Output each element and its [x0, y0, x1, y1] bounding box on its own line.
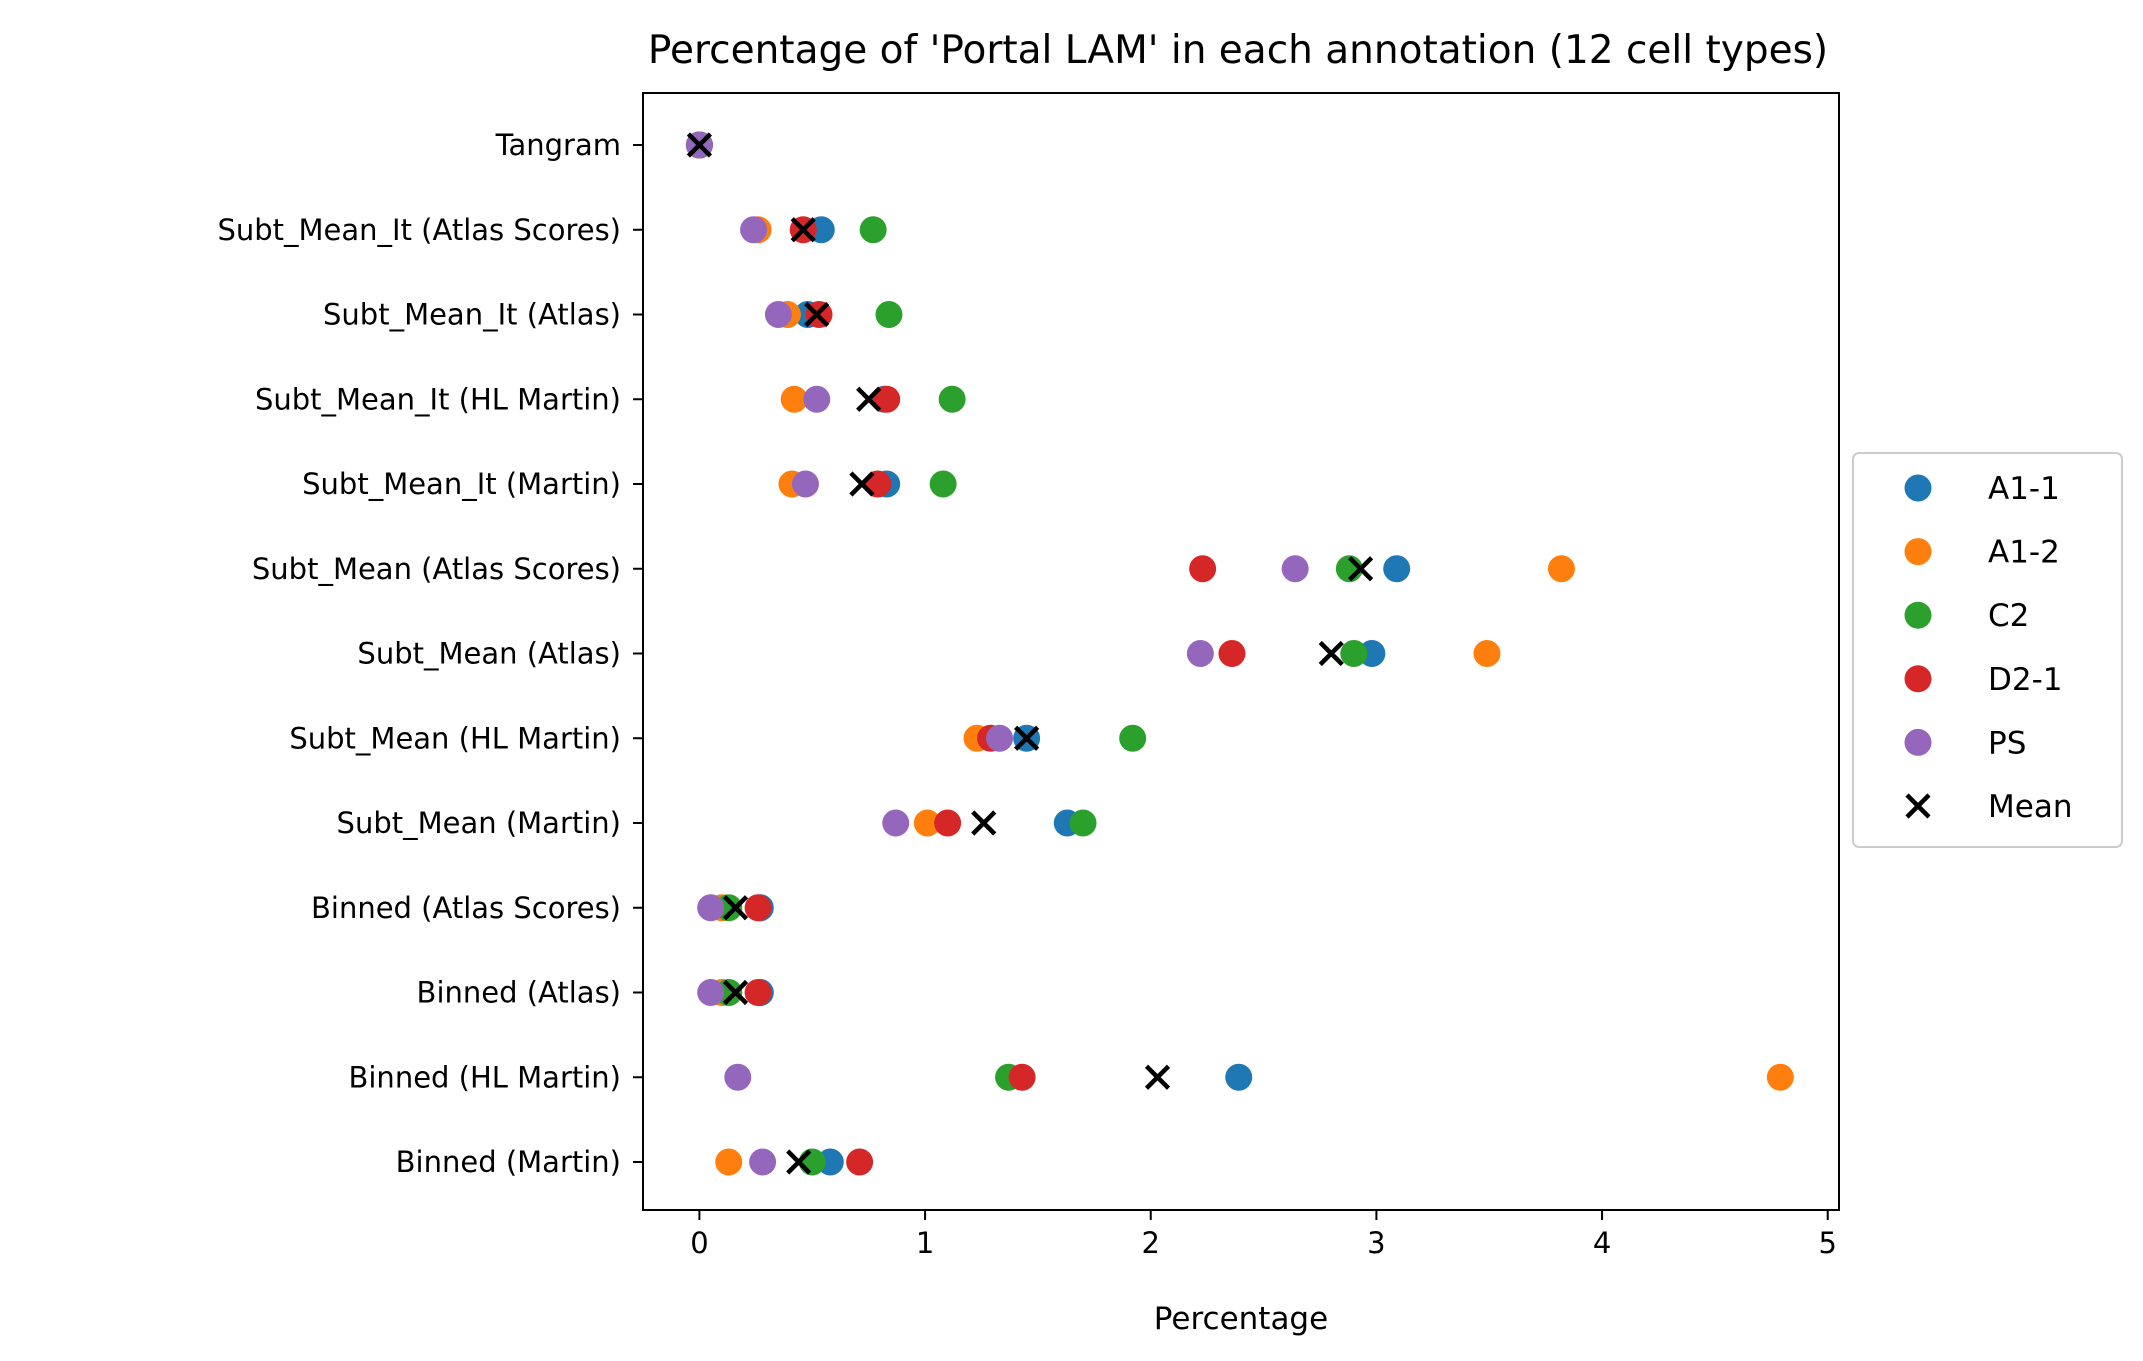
mean-marker	[786, 1149, 812, 1175]
y-tick-label: Binned (Martin)	[396, 1145, 621, 1179]
data-point	[1186, 640, 1214, 667]
legend: A1-1 A1-2 C2 D2-1 PS Mean	[1852, 452, 2123, 848]
data-point	[1766, 1063, 1794, 1091]
data-point	[1281, 555, 1309, 583]
data-point	[803, 385, 831, 413]
data-point	[929, 470, 957, 498]
mean-marker	[722, 979, 749, 1006]
y-tick-label: Subt_Mean_It (Atlas Scores)	[217, 213, 621, 247]
data-point	[1225, 1063, 1253, 1091]
y-tick-label: Binned (Atlas)	[417, 976, 621, 1010]
data-point	[780, 385, 808, 413]
x-tick-label: 0	[690, 1226, 708, 1260]
legend-label: Mean	[1988, 789, 2072, 825]
data-point	[1069, 809, 1097, 837]
mean-marker	[971, 810, 997, 836]
data-point	[1119, 724, 1147, 752]
mean-marker	[1318, 640, 1344, 667]
mean-marker	[722, 895, 749, 921]
mean-marker	[686, 132, 713, 158]
legend-label: A1-1	[1988, 471, 2060, 507]
y-axis-ticks: Tangram Subt_Mean_It (Atlas Scores) Subt_M…	[217, 128, 643, 1179]
legend-label: D2-1	[1988, 662, 2063, 698]
data-point	[913, 809, 941, 837]
data-point	[859, 216, 887, 244]
y-tick-label: Subt_Mean (Atlas Scores)	[252, 552, 621, 586]
x-tick-label: 3	[1367, 1226, 1385, 1260]
data-point	[764, 301, 792, 328]
mean-marker	[1014, 725, 1040, 751]
legend-label: PS	[1988, 725, 2026, 761]
data-point	[724, 1063, 752, 1091]
series-mean	[686, 132, 1374, 1175]
data-point	[873, 385, 901, 413]
legend-marker	[1904, 474, 1932, 502]
y-tick-label: Subt_Mean (Atlas)	[357, 637, 621, 671]
data-point	[798, 1148, 826, 1176]
y-tick-label: Subt_Mean_It (Martin)	[302, 467, 621, 501]
mean-marker	[849, 471, 875, 497]
mean-marker	[1144, 1064, 1171, 1090]
data-point	[697, 979, 725, 1006]
legend-marker	[1904, 728, 1932, 756]
x-tick-label: 1	[916, 1226, 934, 1260]
data-point	[882, 809, 910, 837]
legend-marker	[1904, 665, 1932, 693]
x-axis-ticks: 0 1 2 3 4 5	[690, 1210, 1837, 1260]
data-point	[791, 470, 819, 498]
legend-frame	[1852, 452, 2123, 848]
data-point	[744, 894, 772, 922]
y-tick-label: Tangram	[495, 128, 621, 162]
y-tick-label: Binned (HL Martin)	[348, 1060, 621, 1094]
x-axis-title: Percentage	[1154, 1301, 1328, 1337]
y-tick-label: Subt_Mean_It (Atlas)	[323, 298, 621, 332]
data-point	[938, 385, 966, 413]
plot-area	[642, 92, 1840, 1211]
data-point	[749, 1148, 777, 1176]
x-tick-label: 4	[1593, 1226, 1611, 1260]
mean-marker	[804, 301, 830, 328]
data-point	[934, 809, 962, 837]
x-tick-label: 2	[1142, 1226, 1160, 1260]
data-point	[1008, 1063, 1036, 1091]
data-point	[1189, 555, 1217, 583]
data-point	[1383, 555, 1411, 583]
data-point	[740, 216, 768, 244]
data-point	[1218, 640, 1246, 667]
y-tick-label: Subt_Mean (HL Martin)	[289, 721, 621, 755]
legend-marker	[1905, 793, 1931, 819]
data-point	[1473, 640, 1501, 667]
legend-label: A1-2	[1988, 535, 2060, 571]
x-tick-label: 5	[1818, 1226, 1836, 1260]
data-point	[846, 1148, 874, 1176]
data-point	[875, 301, 903, 328]
y-tick-label: Binned (Atlas Scores)	[311, 891, 621, 925]
data-point	[744, 979, 772, 1006]
data-point	[1340, 640, 1368, 667]
data-point	[986, 724, 1014, 752]
series-ps	[685, 131, 1309, 1176]
y-tick-label: Subt_Mean_It (HL Martin)	[255, 382, 621, 416]
mean-marker	[790, 217, 816, 243]
legend-label: C2	[1988, 598, 2029, 634]
legend-marker	[1904, 538, 1932, 566]
data-points	[685, 131, 1794, 1176]
legend-marker	[1904, 601, 1932, 629]
mean-marker	[1348, 556, 1374, 582]
data-point	[1547, 555, 1575, 583]
data-point	[715, 1148, 743, 1176]
chart-title: Percentage of 'Portal LAM' in each annot…	[648, 28, 1828, 73]
data-point	[697, 894, 725, 922]
mean-marker	[856, 386, 882, 412]
y-tick-label: Subt_Mean (Martin)	[337, 806, 621, 840]
